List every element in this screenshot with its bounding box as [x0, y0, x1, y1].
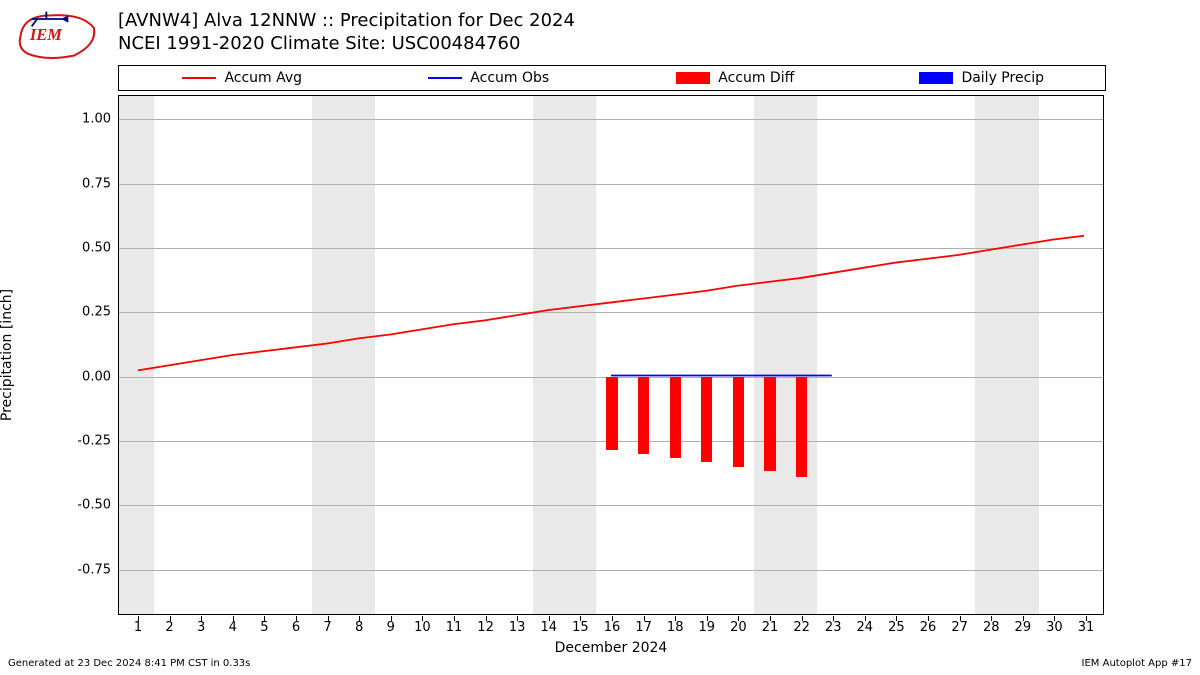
legend: Accum Avg Accum Obs Accum Diff Daily Precip [118, 65, 1106, 91]
xtick-label: 10 [414, 620, 431, 635]
xtick-label: 2 [165, 620, 173, 635]
xtick-label: 22 [793, 620, 810, 635]
svg-text:IEM: IEM [29, 25, 63, 44]
legend-swatch [919, 72, 953, 84]
legend-label: Daily Precip [961, 70, 1044, 86]
xtick-label: 3 [197, 620, 205, 635]
ytick-label: -0.75 [77, 562, 111, 577]
line-layer [119, 96, 1103, 614]
legend-item: Daily Precip [859, 70, 1106, 86]
xtick-label: 19 [699, 620, 716, 635]
iem-logo: IEM [8, 8, 103, 63]
xtick-label: 17 [635, 620, 652, 635]
xtick-label: 12 [477, 620, 494, 635]
xtick-label: 15 [572, 620, 589, 635]
xtick-label: 24 [857, 620, 874, 635]
legend-label: Accum Diff [718, 70, 794, 86]
chart-title-line1: [AVNW4] Alva 12NNW :: Precipitation for … [118, 10, 575, 33]
legend-swatch [676, 72, 710, 84]
xtick-label: 28 [983, 620, 1000, 635]
x-axis-label: December 2024 [555, 640, 668, 656]
xtick-label: 11 [446, 620, 463, 635]
xtick-label: 30 [1046, 620, 1063, 635]
xtick-label: 21 [762, 620, 779, 635]
legend-item: Accum Obs [366, 70, 613, 86]
ytick-label: 0.50 [82, 240, 111, 255]
ytick-label: -0.25 [77, 433, 111, 448]
footer-generated: Generated at 23 Dec 2024 8:41 PM CST in … [8, 658, 250, 669]
ytick-label: 0.75 [82, 176, 111, 191]
ytick-label: 1.00 [82, 112, 111, 127]
footer-appid: IEM Autoplot App #17 [1082, 658, 1192, 669]
xtick-label: 16 [604, 620, 621, 635]
xtick-label: 29 [1015, 620, 1032, 635]
xtick-label: 26 [920, 620, 937, 635]
xtick-label: 9 [387, 620, 395, 635]
xtick-label: 5 [260, 620, 268, 635]
ytick-label: -0.50 [77, 498, 111, 513]
xtick-label: 14 [541, 620, 558, 635]
xtick-label: 23 [825, 620, 842, 635]
xtick-label: 1 [134, 620, 142, 635]
xtick-label: 7 [323, 620, 331, 635]
legend-swatch [428, 77, 462, 79]
chart-title-line2: NCEI 1991-2020 Climate Site: USC00484760 [118, 33, 575, 56]
legend-item: Accum Avg [119, 70, 366, 86]
plot-area: Precipitation [inch] December 2024 -0.75… [118, 95, 1104, 615]
xtick-label: 20 [730, 620, 747, 635]
legend-item: Accum Diff [612, 70, 859, 86]
y-axis-label: Precipitation [inch] [0, 289, 15, 421]
xtick-label: 13 [509, 620, 526, 635]
xtick-label: 18 [667, 620, 684, 635]
xtick-label: 31 [1078, 620, 1095, 635]
xtick-label: 8 [355, 620, 363, 635]
xtick-label: 4 [229, 620, 237, 635]
legend-swatch [182, 77, 216, 79]
legend-label: Accum Obs [470, 70, 549, 86]
xtick-label: 27 [951, 620, 968, 635]
chart-title-block: [AVNW4] Alva 12NNW :: Precipitation for … [118, 10, 575, 55]
xtick-label: 6 [292, 620, 300, 635]
xtick-label: 25 [888, 620, 905, 635]
ytick-label: 0.25 [82, 305, 111, 320]
ytick-label: 0.00 [82, 369, 111, 384]
legend-label: Accum Avg [224, 70, 302, 86]
accum-avg-line [138, 236, 1084, 371]
